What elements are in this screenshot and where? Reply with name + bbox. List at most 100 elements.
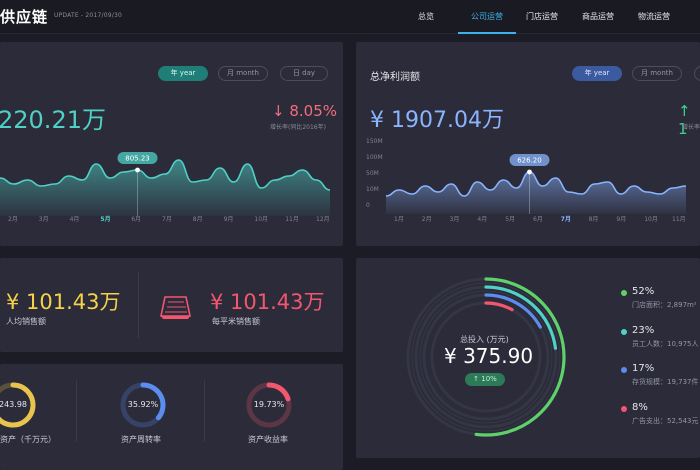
y-tick: 10M [366, 186, 379, 193]
asset-ring-graphic [0, 382, 36, 428]
legend-dot-inventory [621, 367, 627, 373]
series-arc [474, 277, 566, 437]
nav-company-ops[interactable]: 公司运营 [458, 0, 516, 34]
update-date: UPDATE - 2017/09/30 [54, 12, 122, 19]
legend-label-inventory: 存货规模：19,737件 [632, 378, 699, 386]
nav-overview[interactable]: 总览 [418, 12, 434, 21]
tab-day[interactable]: 日 day [280, 66, 328, 81]
legend-pct-inventory: 17% [632, 363, 655, 374]
ring-progress [140, 382, 166, 421]
return-ring: 19.73% [242, 378, 296, 432]
month-tick: 4月 [477, 216, 488, 223]
highlight-point[interactable] [527, 169, 532, 175]
divider [138, 272, 139, 338]
tab-day-partial[interactable] [694, 66, 700, 81]
per-sqm-sales-label: 每平米销售额 [212, 317, 260, 326]
area-fill [0, 160, 330, 216]
sales-trend-chart: 805.23 [0, 152, 331, 216]
tooltip-value: 805.23 [125, 155, 150, 163]
top-bar: 供应链 UPDATE - 2017/09/30 总览 公司运营 门店运营 商品运… [0, 0, 700, 34]
month-tick: 10月 [644, 216, 658, 223]
net-profit-change: ↑ 1 [678, 102, 691, 138]
legend-label-area: 门店面积：2,897m² [632, 301, 697, 309]
month-tick: 7月 [560, 216, 571, 223]
asset-ring-value: 243.98 [0, 400, 27, 409]
month-tick: 2月 [8, 216, 18, 223]
return-ring-label: 资产收益率 [248, 435, 288, 444]
y-tick: 100M [366, 154, 383, 161]
net-profit-title: 总净利润额 [370, 72, 420, 83]
month-tick: 9月 [616, 216, 627, 223]
highlight-point[interactable] [135, 167, 140, 173]
month-tick: 10月 [254, 216, 269, 223]
net-profit-chart: 626.20 [386, 154, 687, 214]
month-tick: 8月 [588, 216, 599, 223]
legend-dot-staff [621, 329, 627, 335]
y-tick: 0 [366, 202, 370, 209]
guide-ring [419, 290, 553, 424]
month-tick: 5月 [505, 216, 516, 223]
month-tick: 4月 [69, 216, 80, 223]
legend-label-ads: 广告支出：52,543元 [632, 417, 699, 425]
investment-label: 总投入 (万元) [460, 335, 509, 344]
sales-trend-panel: 年 year 月 month 日 day 220.21万 ↓ 8.05% 增长率… [0, 42, 343, 246]
sales-change-note: 增长率(同比2016年) [270, 124, 326, 131]
turnover-ring-value: 35.92% [127, 400, 159, 409]
return-ring-value: 19.73% [253, 400, 285, 409]
area-fill [386, 172, 686, 214]
legend-pct-area: 52% [632, 286, 655, 297]
legend-dot-ads [621, 406, 627, 412]
sales-change-value: ↓ 8.05% [272, 102, 337, 120]
sales-month-axis: 2月 3月 4月 5月 6月 7月 8月 9月 10月 11月 12月 [0, 214, 343, 226]
divider [204, 380, 205, 442]
series-arc [484, 301, 514, 312]
y-tick: 150M [366, 138, 383, 145]
net-profit-value: ¥ 1907.04万 [370, 108, 504, 133]
investment-growth-badge: ↑ 10% [465, 373, 505, 386]
net-profit-month-axis: 1月 2月 3月 4月 5月 6月 7月 8月 9月 10月 11月 [386, 214, 700, 226]
legend-dot-area [621, 290, 627, 296]
series-arc [484, 293, 542, 329]
tab-year[interactable]: 年 year [572, 66, 622, 81]
tab-month[interactable]: 月 month [218, 66, 268, 81]
tab-month[interactable]: 月 month [632, 66, 682, 81]
nav-product-ops[interactable]: 商品运营 [582, 12, 614, 21]
ring-progress [0, 382, 36, 428]
legend-pct-staff: 23% [632, 325, 655, 336]
investment-radial-chart [406, 277, 566, 437]
month-tick: 5月 [100, 216, 111, 223]
series-arc [484, 285, 558, 350]
net-profit-y-axis: 150M 100M 50M 10M 0 [356, 138, 386, 214]
ring-progress [266, 382, 291, 402]
nav-active-indicator [458, 32, 516, 34]
asset-ring: 243.98 [0, 378, 40, 432]
net-profit-panel: 总净利润额 年 year 月 month ¥ 1907.04万 ↑ 1 增长率 … [356, 42, 700, 246]
turnover-ring-label: 资产周转率 [121, 435, 161, 444]
investment-panel: 总投入 (万元) ¥ 375.90 ↑ 10% 52% 门店面积：2,897m²… [356, 258, 700, 458]
asset-ring-label: 资产（千万元） [0, 435, 56, 444]
tab-year[interactable]: 年 year [158, 66, 208, 81]
nav-store-ops[interactable]: 门店运营 [526, 12, 558, 21]
month-tick: 11月 [672, 216, 686, 223]
month-tick: 6月 [533, 216, 543, 223]
per-person-sales-label: 人均销售额 [6, 317, 46, 326]
month-tick: 3月 [38, 216, 49, 223]
investment-value: ¥ 375.90 [444, 344, 534, 368]
sales-summary-panel: ¥ 101.43万 人均销售额 ¥ 101.43万 每平米销售额 [0, 258, 343, 352]
tooltip-bubble [509, 154, 550, 166]
per-person-sales-value: ¥ 101.43万 [6, 290, 121, 314]
sales-total-value: 220.21万 [0, 106, 106, 134]
guide-ring [411, 282, 561, 432]
app-title: 供应链 [0, 8, 49, 26]
turnover-ring: 35.92% [116, 378, 170, 432]
tooltip-value: 626.20 [517, 157, 542, 165]
month-tick: 11月 [285, 216, 299, 223]
series-line [0, 159, 331, 191]
month-tick: 9月 [223, 216, 234, 223]
nav-logistics-ops[interactable]: 物流运营 [638, 12, 670, 21]
series-line [386, 171, 687, 197]
month-tick: 6月 [131, 216, 142, 223]
turnover-ring-graphic [120, 382, 166, 428]
legend-label-staff: 员工人数：10,975人 [632, 340, 699, 348]
asset-metrics-panel: 243.98 资产（千万元） 35.92% 资产周转率 19.73% 资产收益率 [0, 364, 343, 470]
